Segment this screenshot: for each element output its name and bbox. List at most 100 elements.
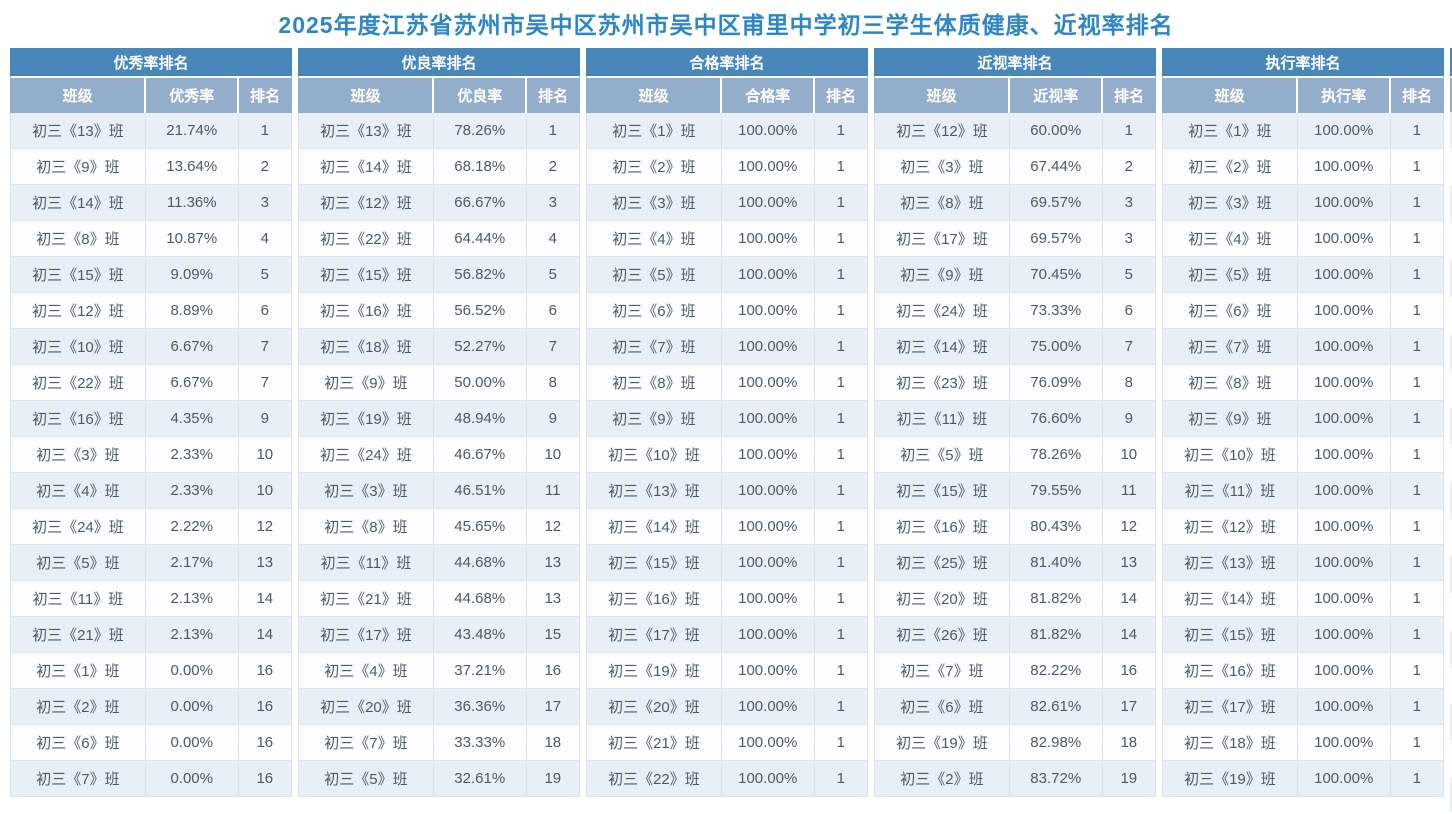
- table-row: 初三《14》班 11.36% 3: [10, 184, 293, 221]
- table-row: 初三《7》班 0.00% 16: [10, 760, 293, 797]
- class-name-cell: 初三《15》班: [1162, 616, 1298, 653]
- rank-cell: 1: [813, 328, 869, 365]
- rank-cell: 1: [1389, 652, 1445, 689]
- class-name-cell: 初三《24》班: [298, 436, 434, 473]
- rank-cell: 2: [525, 148, 581, 185]
- table-row: 初三《21》班 100.00% 1: [586, 724, 869, 761]
- class-name-cell: 初三《3》班: [874, 148, 1010, 185]
- rank-cell: 1: [813, 508, 869, 545]
- table-row: 初三《3》班 46.51% 11: [298, 472, 581, 509]
- class-name-cell: 初三《26》班: [874, 616, 1010, 653]
- rate-cell: 64.44%: [432, 220, 527, 257]
- data-table: 班级 合格率 排名 初三《1》班 100.00% 1 初三《2》班 100.00% 1 初三《3…: [586, 78, 869, 797]
- rate-cell: 52.27%: [432, 328, 527, 365]
- class-name-cell: 初三《2》班: [1162, 148, 1298, 185]
- next-table-sliver: [1450, 48, 1452, 812]
- rate-cell: 46.67%: [432, 436, 527, 473]
- table-row: 初三《24》班 2.22% 12: [10, 508, 293, 545]
- rate-cell: 100.00%: [1296, 112, 1391, 149]
- rank-cell: 16: [525, 652, 581, 689]
- rate-cell: 10.87%: [144, 220, 239, 257]
- table-row: 初三《10》班 100.00% 1: [586, 436, 869, 473]
- rank-cell: 7: [237, 364, 293, 401]
- column-header: 班级: [586, 78, 722, 113]
- rank-cell: 12: [1101, 508, 1157, 545]
- class-name-cell: 初三《15》班: [298, 256, 434, 293]
- rate-cell: 73.33%: [1008, 292, 1103, 329]
- rate-cell: 100.00%: [1296, 400, 1391, 437]
- class-name-cell: 初三《4》班: [586, 220, 722, 257]
- rate-cell: 82.22%: [1008, 652, 1103, 689]
- rate-cell: 66.67%: [432, 184, 527, 221]
- rank-cell: 5: [1101, 256, 1157, 293]
- column-header-row: 班级 优秀率 排名: [10, 78, 293, 113]
- class-name-cell: 初三《5》班: [586, 256, 722, 293]
- class-name-cell: 初三《7》班: [1162, 328, 1298, 365]
- table-row: 初三《12》班 60.00% 1: [874, 112, 1157, 149]
- rank-cell: 3: [237, 184, 293, 221]
- class-name-cell: 初三《15》班: [10, 256, 146, 293]
- table-row: 初三《24》班 73.33% 6: [874, 292, 1157, 329]
- rate-cell: 83.72%: [1008, 760, 1103, 797]
- table-row: 初三《21》班 44.68% 13: [298, 580, 581, 617]
- class-name-cell: 初三《6》班: [874, 688, 1010, 725]
- rate-cell: 60.00%: [1008, 112, 1103, 149]
- rank-cell: 1: [1389, 364, 1445, 401]
- table-row: 初三《9》班 70.45% 5: [874, 256, 1157, 293]
- rate-cell: 100.00%: [1296, 724, 1391, 761]
- rank-cell: 9: [237, 400, 293, 437]
- rank-cell: 11: [525, 472, 581, 509]
- rate-cell: 100.00%: [720, 436, 815, 473]
- class-name-cell: 初三《21》班: [298, 580, 434, 617]
- class-name-cell: 初三《20》班: [874, 580, 1010, 617]
- rate-cell: 100.00%: [720, 760, 815, 797]
- class-name-cell: 初三《9》班: [298, 364, 434, 401]
- rate-cell: 2.33%: [144, 472, 239, 509]
- class-name-cell: 初三《17》班: [1162, 688, 1298, 725]
- column-header-row: 班级 近视率 排名: [874, 78, 1157, 113]
- rank-cell: 10: [1101, 436, 1157, 473]
- class-name-cell: 初三《2》班: [874, 760, 1010, 797]
- class-name-cell: 初三《12》班: [298, 184, 434, 221]
- table-row: 初三《13》班 78.26% 1: [298, 112, 581, 149]
- class-name-cell: 初三《9》班: [874, 256, 1010, 293]
- sliver-title-band: [1450, 48, 1452, 78]
- rank-cell: 1: [1389, 436, 1445, 473]
- rate-cell: 2.13%: [144, 580, 239, 617]
- class-name-cell: 初三《20》班: [298, 688, 434, 725]
- class-name-cell: 初三《6》班: [10, 724, 146, 761]
- class-name-cell: 初三《10》班: [10, 328, 146, 365]
- table-row: 初三《5》班 100.00% 1: [1162, 256, 1445, 293]
- class-name-cell: 初三《22》班: [586, 760, 722, 797]
- rate-cell: 100.00%: [720, 724, 815, 761]
- class-name-cell: 初三《14》班: [874, 328, 1010, 365]
- table-row: 初三《5》班 78.26% 10: [874, 436, 1157, 473]
- ranking-table-good-rate: 优良率排名 班级 优良率 排名 初三《13》班 78.26% 1 初三《14》班 68.18…: [298, 48, 581, 797]
- table-row: 初三《11》班 44.68% 13: [298, 544, 581, 581]
- class-name-cell: 初三《13》班: [586, 472, 722, 509]
- class-name-cell: 初三《5》班: [1162, 256, 1298, 293]
- table-row: 初三《7》班 100.00% 1: [586, 328, 869, 365]
- rate-cell: 100.00%: [720, 616, 815, 653]
- rank-cell: 1: [813, 220, 869, 257]
- class-name-cell: 初三《2》班: [586, 148, 722, 185]
- table-row: 初三《17》班 43.48% 15: [298, 616, 581, 653]
- rate-cell: 36.36%: [432, 688, 527, 725]
- rate-cell: 2.13%: [144, 616, 239, 653]
- rate-cell: 100.00%: [1296, 688, 1391, 725]
- table-body: 初三《1》班 100.00% 1 初三《2》班 100.00% 1 初三《3》班 100.00…: [1162, 112, 1445, 797]
- rank-cell: 1: [1389, 724, 1445, 761]
- rank-cell: 8: [1101, 364, 1157, 401]
- rank-cell: 18: [1101, 724, 1157, 761]
- table-row: 初三《13》班 21.74% 1: [10, 112, 293, 149]
- table-title-good-rate: 优良率排名: [298, 48, 580, 78]
- rank-cell: 19: [525, 760, 581, 797]
- table-row: 初三《6》班 100.00% 1: [1162, 292, 1445, 329]
- rate-cell: 45.65%: [432, 508, 527, 545]
- class-name-cell: 初三《13》班: [1162, 544, 1298, 581]
- class-name-cell: 初三《4》班: [298, 652, 434, 689]
- class-name-cell: 初三《8》班: [874, 184, 1010, 221]
- column-header: 排名: [813, 78, 869, 113]
- rank-cell: 1: [813, 580, 869, 617]
- rate-cell: 0.00%: [144, 652, 239, 689]
